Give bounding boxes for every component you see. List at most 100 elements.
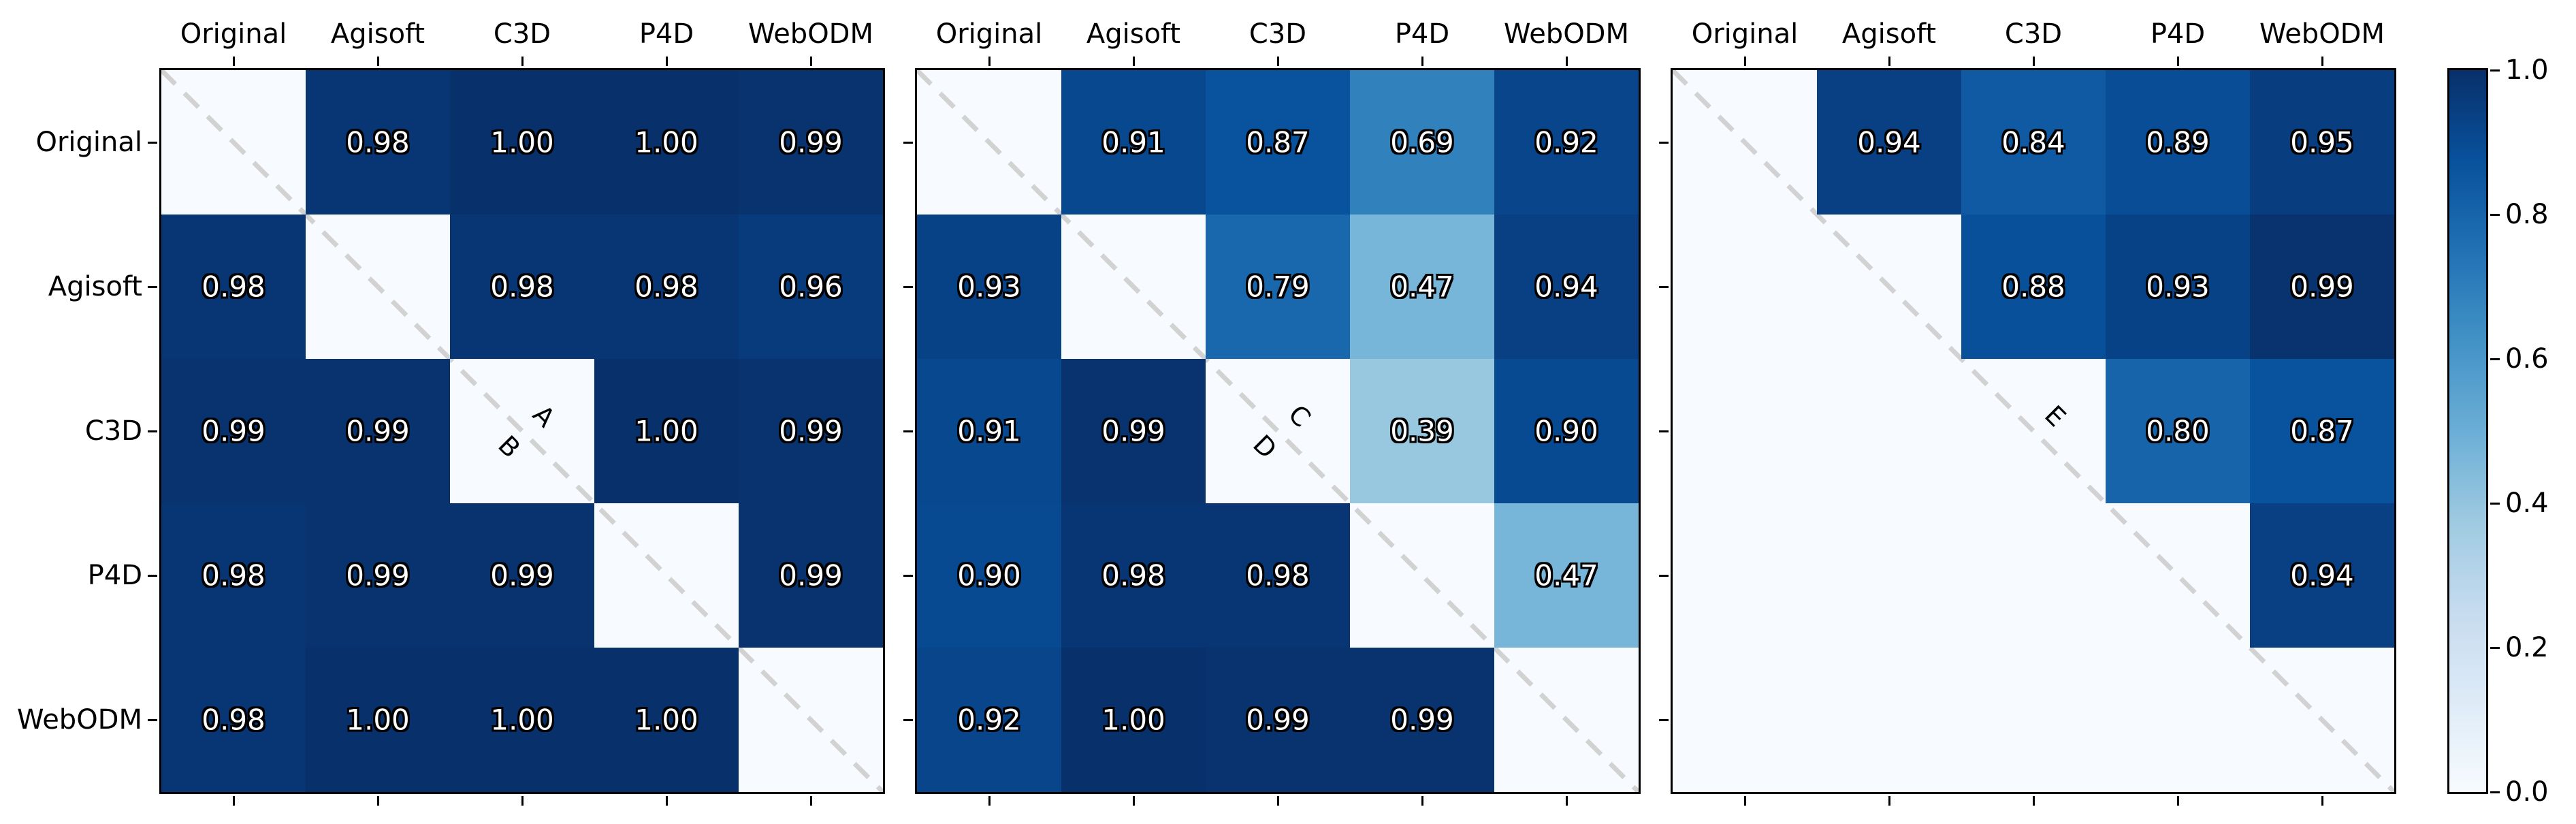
cell-value: 0.93 bbox=[957, 270, 1021, 304]
x-tick-bottom bbox=[2032, 796, 2035, 806]
cell-value: 0.99 bbox=[346, 414, 410, 448]
heatmap-cell bbox=[1061, 503, 1206, 648]
x-axis-label: P4D bbox=[1394, 18, 1450, 50]
colorbar-tick-label: 0.2 bbox=[2505, 632, 2549, 663]
colorbar-tick bbox=[2490, 213, 2500, 216]
x-tick-top bbox=[232, 57, 235, 66]
heatmap-cell bbox=[1206, 648, 1350, 792]
cell-value: 0.98 bbox=[1101, 558, 1165, 592]
heatmap-cell bbox=[594, 70, 739, 215]
cell-value: 1.00 bbox=[1101, 703, 1165, 737]
cell-value: 0.99 bbox=[779, 558, 843, 592]
heatmap-cell bbox=[2250, 503, 2394, 648]
heatmap-cell bbox=[739, 215, 883, 359]
heatmap-cell bbox=[450, 503, 594, 648]
cell-value: 0.88 bbox=[2001, 270, 2065, 304]
x-axis-label: Original bbox=[935, 18, 1043, 50]
cell-value: 0.99 bbox=[1390, 703, 1454, 737]
cell-value: 0.92 bbox=[957, 703, 1021, 737]
cell-value: 0.94 bbox=[1857, 125, 1921, 159]
x-axis-label: WebODM bbox=[2259, 18, 2385, 50]
heatmap-cell bbox=[1061, 70, 1206, 215]
x-axis-label: Agisoft bbox=[1086, 18, 1181, 50]
colorbar-tick bbox=[2490, 791, 2500, 793]
heatmap-cell bbox=[1350, 359, 1494, 503]
cell-value: 0.90 bbox=[957, 558, 1021, 592]
cell-value: 0.39 bbox=[1390, 414, 1454, 448]
cell-value: 0.99 bbox=[1246, 703, 1310, 737]
x-tick-top bbox=[2032, 57, 2035, 66]
x-axis-label: C3D bbox=[2004, 18, 2063, 50]
heatmap-cell bbox=[1961, 70, 2106, 215]
y-tick bbox=[903, 574, 913, 577]
cell-value: 0.95 bbox=[2290, 125, 2354, 159]
x-tick-bottom bbox=[232, 796, 235, 806]
x-tick-top bbox=[1132, 57, 1135, 66]
cell-value: 1.00 bbox=[634, 125, 698, 159]
cell-value: 0.94 bbox=[2290, 558, 2354, 592]
x-tick-top bbox=[988, 57, 991, 66]
heatmap-cell bbox=[161, 215, 306, 359]
diagonal-dashed-line bbox=[917, 70, 1639, 792]
heatmap-cell bbox=[2250, 359, 2394, 503]
heatmap-cell bbox=[917, 359, 1061, 503]
heatmap-cell bbox=[2106, 359, 2250, 503]
heatmap-cell bbox=[594, 359, 739, 503]
heatmap-cell bbox=[594, 215, 739, 359]
x-axis-label: WebODM bbox=[747, 18, 874, 50]
cell-value: 0.98 bbox=[634, 270, 698, 304]
cell-value: 0.96 bbox=[779, 270, 843, 304]
heatmap-cell bbox=[161, 648, 306, 792]
x-axis-label: WebODM bbox=[1503, 18, 1630, 50]
x-tick-top bbox=[2176, 57, 2179, 66]
colorbar-tick-label: 0.6 bbox=[2505, 343, 2549, 375]
heatmap-cell bbox=[1494, 70, 1639, 215]
heatmap-cell bbox=[161, 503, 306, 648]
cell-value: 0.94 bbox=[1534, 270, 1598, 304]
cell-value: 0.99 bbox=[779, 414, 843, 448]
cell-value: 0.92 bbox=[1534, 125, 1598, 159]
heatmap-axes-3: 0.94 0.84 0.89 0.95 0.88 0.93 0.99 0.80 0.87 0.94… bbox=[1659, 18, 2396, 806]
x-tick-bottom bbox=[1421, 796, 1423, 806]
x-tick-bottom bbox=[665, 796, 668, 806]
cell-value: 0.47 bbox=[1534, 558, 1598, 592]
cell-value: 0.80 bbox=[2146, 414, 2210, 448]
colorbar-tick bbox=[2490, 646, 2500, 649]
heatmap-axes-2: 0.91 0.87 0.69 0.92 0.93 0.79 0.47 0.94 0.91 0.99… bbox=[903, 18, 1641, 806]
x-tick-bottom bbox=[1276, 796, 1279, 806]
x-axis-label: Original bbox=[1691, 18, 1799, 50]
heatmap-cell bbox=[161, 359, 306, 503]
heatmap-cell bbox=[1206, 503, 1350, 648]
heatmap-cell bbox=[1061, 359, 1206, 503]
cell-value: 0.98 bbox=[202, 703, 265, 737]
y-tick bbox=[903, 430, 913, 432]
x-tick-top bbox=[1421, 57, 1423, 66]
heatmap-cell bbox=[1494, 359, 1639, 503]
cell-value: 0.98 bbox=[202, 558, 265, 592]
heatmap-cell bbox=[1206, 70, 1350, 215]
cell-value: 0.87 bbox=[1246, 125, 1310, 159]
cell-value: 0.99 bbox=[779, 125, 843, 159]
cell-value: 0.93 bbox=[2146, 270, 2210, 304]
cell-value: 1.00 bbox=[346, 703, 410, 737]
y-tick bbox=[148, 141, 157, 144]
cell-value: 1.00 bbox=[634, 414, 698, 448]
heatmap-cell bbox=[306, 359, 450, 503]
y-tick bbox=[1659, 718, 1669, 721]
y-tick bbox=[1659, 574, 1669, 577]
cell-value: 0.69 bbox=[1390, 125, 1454, 159]
y-tick bbox=[1659, 141, 1669, 144]
heatmap-cell bbox=[306, 503, 450, 648]
cell-value: 0.47 bbox=[1390, 270, 1454, 304]
x-tick-bottom bbox=[1888, 796, 1890, 806]
y-axis-label: Original bbox=[35, 127, 142, 158]
cell-value: 0.91 bbox=[1101, 125, 1165, 159]
x-tick-top bbox=[376, 57, 379, 66]
colorbar-tick bbox=[2490, 69, 2500, 72]
x-axis-label: P4D bbox=[639, 18, 694, 50]
y-tick bbox=[903, 285, 913, 288]
cell-value: 0.99 bbox=[1101, 414, 1165, 448]
heatmap-cell bbox=[2250, 215, 2394, 359]
heatmap-cell bbox=[1494, 503, 1639, 648]
